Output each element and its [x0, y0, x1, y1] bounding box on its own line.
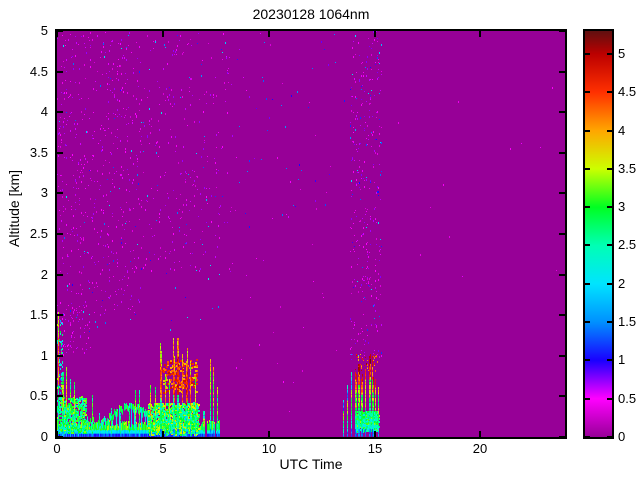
- colorbar-tick-right: [607, 398, 612, 400]
- colorbar-tick-right: [607, 436, 612, 438]
- y-tick-label: 2.5: [29, 226, 48, 241]
- y-tick-label: 3: [40, 185, 48, 200]
- x-tick-label: 0: [53, 441, 61, 456]
- colorbar-tick-label: 4: [618, 123, 626, 138]
- y-axis-tick-right: [559, 395, 565, 397]
- y-axis-tick-right: [559, 274, 565, 276]
- y-tick-label: 4: [40, 104, 48, 119]
- y-axis-tick: [57, 274, 63, 276]
- heatmap-canvas: [57, 31, 565, 437]
- colorbar-tick: [585, 436, 590, 438]
- plot-title: 20230128 1064nm: [252, 6, 370, 22]
- colorbar-tick-right: [607, 53, 612, 55]
- y-axis-tick-right: [559, 71, 565, 73]
- y-tick-label: 1: [40, 348, 48, 363]
- x-axis-tick: [56, 431, 58, 437]
- colorbar-tick-label: 2: [618, 276, 626, 291]
- y-axis-tick-right: [559, 314, 565, 316]
- colorbar-tick-right: [607, 244, 612, 246]
- y-axis-tick: [57, 71, 63, 73]
- colorbar-tick: [585, 168, 590, 170]
- y-axis-tick-right: [559, 355, 565, 357]
- y-tick-label: 3.5: [29, 145, 48, 160]
- x-axis-label: UTC Time: [279, 456, 343, 472]
- x-axis-tick-top: [374, 31, 376, 37]
- colorbar: [583, 29, 614, 439]
- colorbar-tick-label: 3.5: [618, 161, 637, 176]
- colorbar-tick-label: 0.5: [618, 391, 637, 406]
- colorbar-tick: [585, 53, 590, 55]
- colorbar-tick: [585, 130, 590, 132]
- colorbar-tick-label: 5: [618, 46, 626, 61]
- x-axis-tick-top: [162, 31, 164, 37]
- colorbar-tick-right: [607, 283, 612, 285]
- y-axis-tick: [57, 192, 63, 194]
- y-tick-label: 0: [40, 429, 48, 444]
- y-axis-tick-right: [559, 233, 565, 235]
- y-axis-tick: [57, 314, 63, 316]
- x-axis-tick: [268, 431, 270, 437]
- x-axis-tick: [374, 431, 376, 437]
- colorbar-tick-label: 1.5: [618, 314, 637, 329]
- x-tick-label: 15: [367, 441, 383, 456]
- x-tick-label: 20: [472, 441, 488, 456]
- colorbar-tick-right: [607, 168, 612, 170]
- colorbar-tick: [585, 91, 590, 93]
- x-tick-label: 10: [261, 441, 277, 456]
- y-axis-tick: [57, 111, 63, 113]
- colorbar-tick-right: [607, 206, 612, 208]
- y-axis-tick-right: [559, 152, 565, 154]
- x-tick-label: 5: [159, 441, 167, 456]
- plot-area: [55, 29, 567, 439]
- colorbar-tick-label: 4.5: [618, 84, 637, 99]
- y-axis-tick-right: [559, 30, 565, 32]
- colorbar-tick: [585, 321, 590, 323]
- colorbar-tick: [585, 398, 590, 400]
- x-axis-tick-top: [268, 31, 270, 37]
- colorbar-tick: [585, 359, 590, 361]
- y-tick-label: 2: [40, 267, 48, 282]
- y-axis-tick: [57, 355, 63, 357]
- colorbar-tick-right: [607, 130, 612, 132]
- y-axis-tick-right: [559, 436, 565, 438]
- y-tick-label: 1.5: [29, 307, 48, 322]
- y-axis-tick: [57, 233, 63, 235]
- colorbar-tick-label: 2.5: [618, 237, 637, 252]
- y-tick-label: 4.5: [29, 64, 48, 79]
- y-axis-tick-right: [559, 111, 565, 113]
- y-tick-label: 0.5: [29, 388, 48, 403]
- x-axis-tick: [479, 431, 481, 437]
- y-axis-tick-right: [559, 192, 565, 194]
- y-tick-label: 5: [40, 23, 48, 38]
- colorbar-tick-right: [607, 91, 612, 93]
- colorbar-tick-right: [607, 321, 612, 323]
- colorbar-tick: [585, 283, 590, 285]
- colorbar-tick: [585, 206, 590, 208]
- y-axis-tick: [57, 152, 63, 154]
- colorbar-tick-label: 1: [618, 352, 626, 367]
- colorbar-tick-label: 3: [618, 199, 626, 214]
- colorbar-tick-label: 0: [618, 429, 626, 444]
- y-axis-tick: [57, 395, 63, 397]
- y-axis-tick: [57, 436, 63, 438]
- y-axis-tick: [57, 30, 63, 32]
- x-axis-tick-top: [56, 31, 58, 37]
- colorbar-tick-right: [607, 359, 612, 361]
- colorbar-tick: [585, 244, 590, 246]
- x-axis-tick-top: [479, 31, 481, 37]
- x-axis-tick: [162, 431, 164, 437]
